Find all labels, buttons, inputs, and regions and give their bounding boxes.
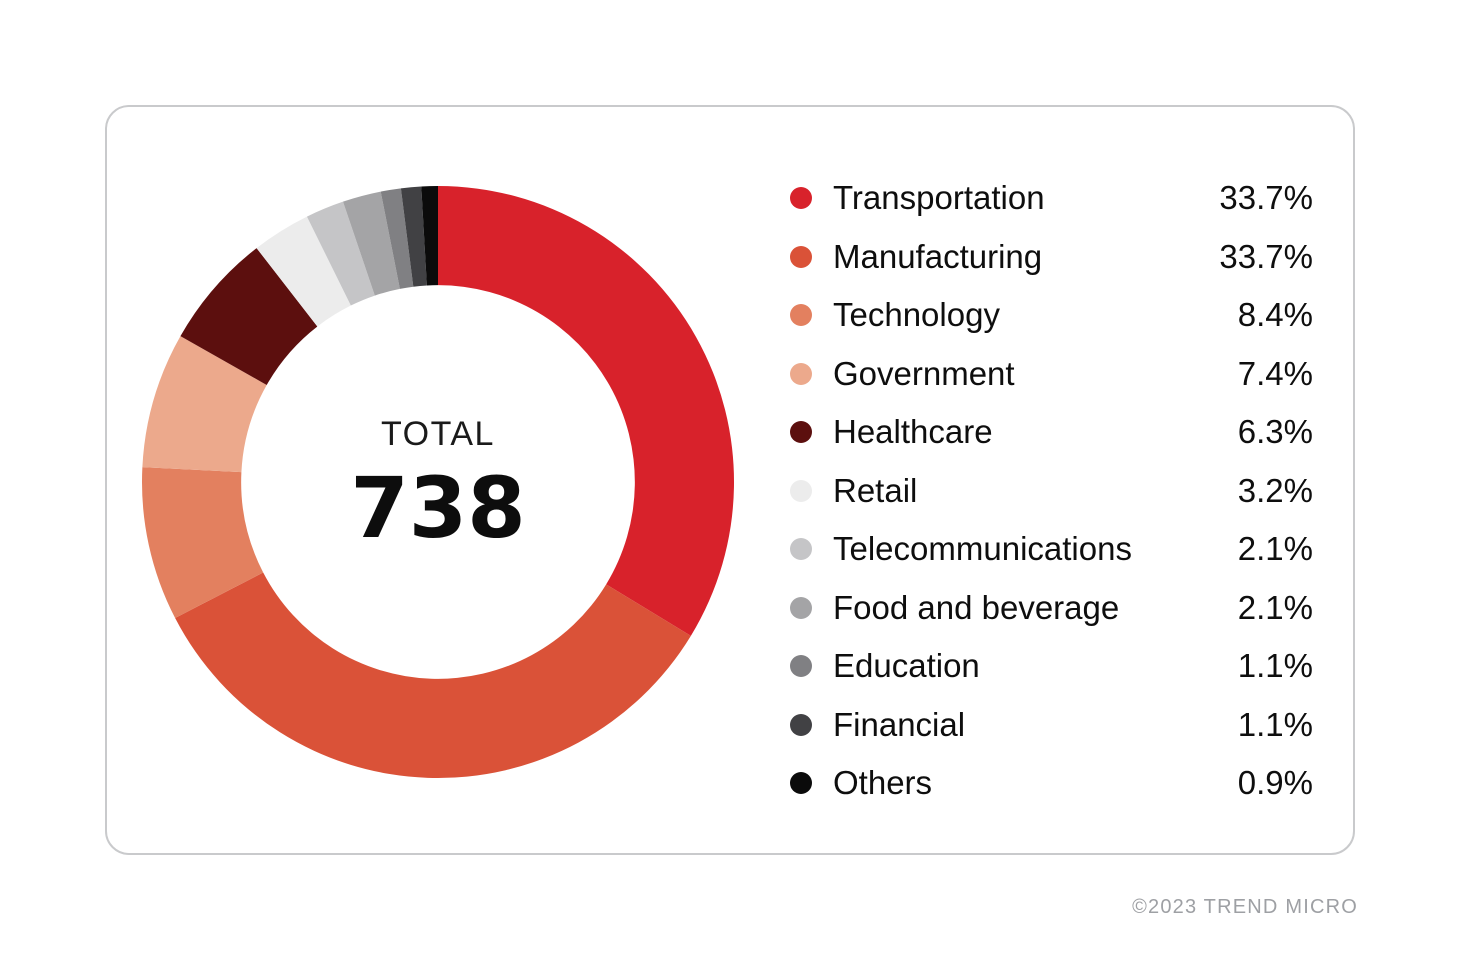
legend-dot-transportation — [790, 187, 812, 210]
donut-slice-telecommunications — [306, 201, 375, 306]
donut-slice-others — [421, 186, 438, 286]
donut-slice-technology — [141, 467, 264, 619]
legend-row-retail: Retail 3.2% — [790, 462, 1313, 521]
legend-label-technology: Technology — [833, 296, 1000, 334]
donut-slice-government — [142, 336, 267, 473]
legend-label-others: Others — [833, 764, 933, 802]
legend-dot-food-and-beverage — [790, 596, 812, 619]
legend-label-financial: Financial — [833, 705, 966, 743]
legend-row-food-and-beverage: Food and beverage 2.1% — [790, 579, 1313, 638]
legend-value-telecommunications: 2.1% — [1237, 530, 1313, 568]
legend-dot-telecommunications — [790, 538, 812, 561]
legend-row-technology: Technology 8.4% — [790, 286, 1313, 345]
legend-dot-healthcare — [790, 421, 812, 444]
legend-dot-manufacturing — [790, 245, 812, 268]
legend-label-telecommunications: Telecommunications — [833, 530, 1132, 568]
legend-row-manufacturing: Manufacturing 33.7% — [790, 228, 1313, 287]
legend-label-transportation: Transportation — [833, 179, 1045, 217]
legend-row-others: Others 0.9% — [790, 754, 1313, 813]
legend-row-transportation: Transportation 33.7% — [790, 169, 1313, 228]
legend-value-technology: 8.4% — [1237, 296, 1313, 334]
legend-value-food-and-beverage: 2.1% — [1237, 588, 1313, 626]
legend-value-education: 1.1% — [1237, 647, 1313, 685]
legend-dot-government — [790, 362, 812, 385]
legend-dot-education — [790, 655, 812, 678]
legend-value-government: 7.4% — [1237, 354, 1313, 392]
legend-row-healthcare: Healthcare 6.3% — [790, 403, 1313, 462]
legend-value-others: 0.9% — [1237, 764, 1313, 802]
legend: Transportation 33.7% Manufacturing 33.7% Tec… — [790, 169, 1313, 813]
legend-label-healthcare: Healthcare — [833, 413, 993, 451]
legend-row-government: Government 7.4% — [790, 345, 1313, 404]
donut-slice-food-and-beverage — [343, 191, 400, 296]
legend-value-manufacturing: 33.7% — [1219, 237, 1313, 275]
donut-slice-manufacturing — [175, 572, 691, 779]
legend-row-education: Education 1.1% — [790, 637, 1313, 696]
legend-dot-technology — [790, 304, 812, 327]
donut-chart: TOTAL 738 — [138, 182, 738, 782]
donut-slice-financial — [400, 186, 427, 287]
chart-card: TOTAL 738 Transportation 33.7% Manufacturi… — [105, 105, 1355, 855]
donut-slice-transportation — [438, 186, 735, 636]
legend-label-food-and-beverage: Food and beverage — [833, 588, 1120, 626]
copyright-text: ©2023 TREND MICRO — [1132, 896, 1358, 918]
legend-row-telecommunications: Telecommunications 2.1% — [790, 520, 1313, 579]
donut-svg — [141, 186, 735, 779]
legend-label-retail: Retail — [833, 471, 918, 509]
donut-slice-retail — [256, 216, 351, 327]
legend-value-retail: 3.2% — [1237, 471, 1313, 509]
legend-row-financial: Financial 1.1% — [790, 696, 1313, 755]
legend-label-government: Government — [833, 354, 1015, 392]
legend-dot-financial — [790, 713, 812, 736]
legend-value-transportation: 33.7% — [1219, 179, 1313, 217]
legend-label-education: Education — [833, 647, 980, 685]
donut-slice-education — [380, 188, 414, 289]
legend-value-healthcare: 6.3% — [1237, 413, 1313, 451]
legend-dot-others — [790, 772, 812, 795]
legend-label-manufacturing: Manufacturing — [833, 237, 1043, 275]
legend-value-financial: 1.1% — [1237, 705, 1313, 743]
donut-slice-healthcare — [180, 248, 318, 386]
legend-dot-retail — [790, 479, 812, 502]
